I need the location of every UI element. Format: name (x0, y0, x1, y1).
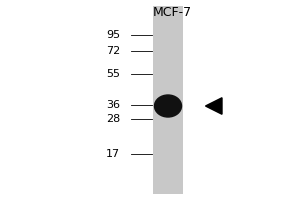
Text: MCF-7: MCF-7 (153, 6, 192, 20)
Bar (153, 6, 183, 194)
Text: 72: 72 (106, 46, 120, 56)
Text: 36: 36 (106, 100, 120, 110)
Text: 55: 55 (106, 69, 120, 79)
Text: 17: 17 (106, 149, 120, 159)
Ellipse shape (154, 95, 182, 117)
Text: 95: 95 (106, 30, 120, 40)
Text: 28: 28 (106, 114, 120, 124)
Polygon shape (206, 98, 222, 114)
